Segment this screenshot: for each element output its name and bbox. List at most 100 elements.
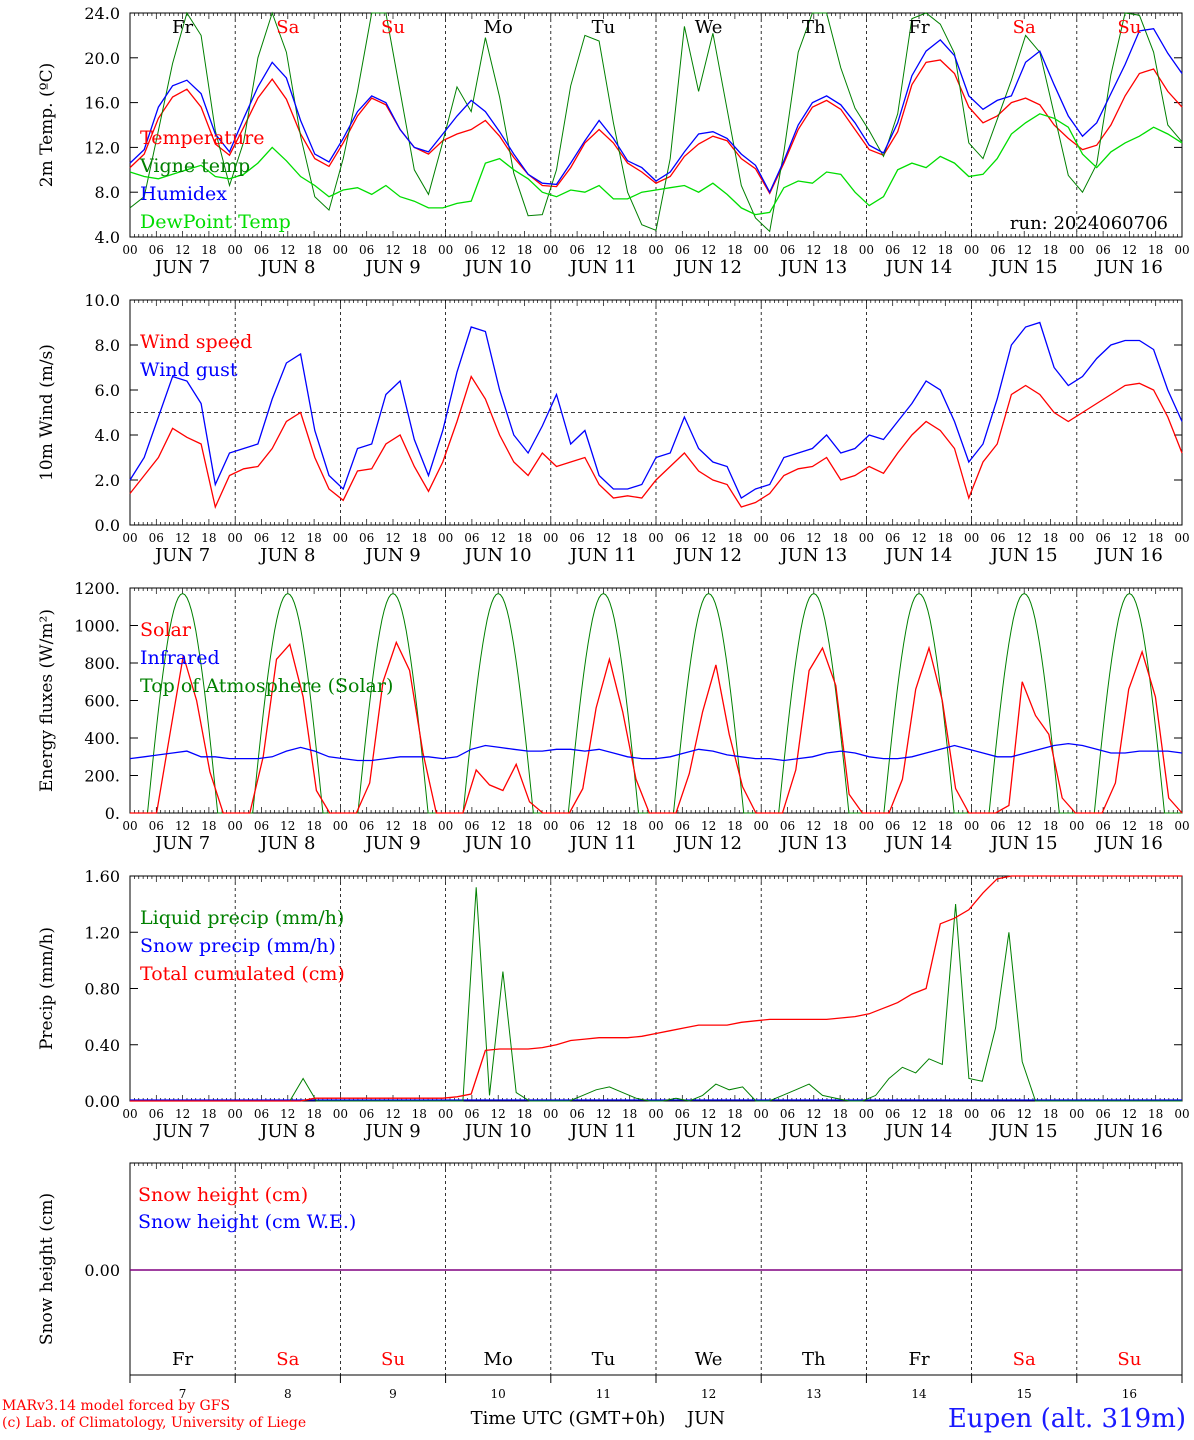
hour-tick-label: 12	[1017, 243, 1032, 257]
y-tick-label: 0.	[105, 804, 120, 823]
station-label: Eupen (alt. 319m)	[948, 1404, 1186, 1434]
hour-tick-label: 06	[569, 531, 584, 545]
hour-tick-label: 06	[254, 243, 269, 257]
hour-tick-label: 12	[911, 531, 926, 545]
hour-tick-label: 18	[412, 1107, 427, 1121]
hour-tick-label: 06	[359, 1107, 374, 1121]
hour-tick-label: 18	[622, 243, 637, 257]
hour-tick-label: 00	[1174, 531, 1189, 545]
hour-tick-label: 06	[149, 819, 164, 833]
hour-tick-label: 18	[201, 243, 216, 257]
hour-tick-label: 12	[806, 243, 821, 257]
hour-tick-label: 06	[359, 819, 374, 833]
weekday-label: Mo	[484, 1349, 513, 1370]
hour-tick-label: 00	[648, 819, 663, 833]
hour-tick-label: 00	[122, 1107, 137, 1121]
hour-tick-label: 06	[990, 243, 1005, 257]
hour-tick-label: 12	[385, 819, 400, 833]
hour-tick-label: 00	[333, 819, 348, 833]
hour-tick-label: 12	[911, 243, 926, 257]
hour-tick-label: 18	[517, 819, 532, 833]
hour-tick-label: 12	[491, 1107, 506, 1121]
weekday-label: Sa	[1013, 17, 1036, 38]
plot-frame-3	[129, 587, 1183, 814]
hour-tick-label: 12	[596, 243, 611, 257]
y-tick-label: 1.20	[84, 923, 120, 942]
day-tick-label: JUN 15	[989, 257, 1058, 278]
hour-tick-label: 06	[569, 1107, 584, 1121]
bottom-day-label: 8	[284, 1387, 292, 1401]
hour-tick-label: 06	[1095, 531, 1110, 545]
hour-tick-label: 06	[675, 243, 690, 257]
hour-tick-label: 18	[622, 1107, 637, 1121]
day-tick-label: JUN 7	[153, 257, 210, 278]
hour-tick-label: 00	[648, 1107, 663, 1121]
weekday-label: Fr	[908, 1349, 929, 1370]
hour-tick-label: 12	[175, 819, 190, 833]
weekday-label: Fr	[172, 17, 193, 38]
day-tick-label: JUN 15	[989, 1121, 1058, 1142]
hour-tick-label: 18	[412, 819, 427, 833]
hour-tick-label: 06	[675, 1107, 690, 1121]
day-tick-label: JUN 13	[778, 833, 847, 854]
hour-tick-label: 06	[1095, 1107, 1110, 1121]
hour-tick-label: 12	[280, 531, 295, 545]
hour-tick-label: 12	[1017, 819, 1032, 833]
legend-entry: Wind speed	[140, 331, 252, 353]
bottom-day-label: 9	[389, 1387, 397, 1401]
credit-line: (c) Lab. of Climatology, University of L…	[2, 1415, 307, 1431]
y-tick-label: 0.00	[84, 1092, 120, 1111]
day-tick-label: JUN 10	[463, 545, 532, 566]
weekday-label: Fr	[172, 1349, 193, 1370]
hour-tick-label: 06	[254, 819, 269, 833]
y-tick-label: 1200.	[74, 579, 120, 598]
hour-tick-label: 12	[911, 1107, 926, 1121]
hour-tick-label: 00	[333, 531, 348, 545]
hour-tick-label: 00	[122, 531, 137, 545]
hour-tick-label: 06	[464, 819, 479, 833]
weekday-label: Tu	[592, 1349, 616, 1370]
hour-tick-label: 12	[491, 531, 506, 545]
series-line-solar	[130, 640, 1183, 814]
hour-tick-label: 00	[228, 1107, 243, 1121]
hour-tick-label: 06	[1095, 243, 1110, 257]
hour-tick-label: 00	[1069, 531, 1084, 545]
station-name: Eupen (alt. 319m)	[947, 1404, 1186, 1434]
hour-tick-label: 18	[1043, 243, 1058, 257]
hour-tick-label: 00	[333, 1107, 348, 1121]
hour-tick-label: 12	[1122, 1107, 1137, 1121]
legend-entry: Snow precip (mm/h)	[140, 935, 336, 957]
bottom-day-label: 10	[491, 1387, 506, 1401]
legend-entry: DewPoint Temp	[140, 211, 291, 233]
day-tick-label: JUN 10	[463, 1121, 532, 1142]
day-tick-label: JUN 13	[778, 257, 847, 278]
hour-tick-label: 06	[359, 531, 374, 545]
y-axis-label: 10m Wind (m/s)	[37, 344, 57, 481]
hour-tick-label: 12	[1122, 243, 1137, 257]
hour-tick-label: 12	[385, 243, 400, 257]
hour-tick-label: 06	[780, 1107, 795, 1121]
series-line-liquid-precip-mm-h-	[130, 887, 1182, 1102]
hour-tick-label: 12	[385, 1107, 400, 1121]
hour-tick-label: 06	[780, 819, 795, 833]
day-tick-label: JUN 15	[989, 545, 1058, 566]
hour-tick-label: 00	[438, 1107, 453, 1121]
hour-tick-label: 12	[491, 243, 506, 257]
hour-tick-label: 00	[333, 243, 348, 257]
legend-entry: Humidex	[140, 183, 227, 205]
hour-tick-label: 06	[464, 1107, 479, 1121]
hour-tick-label: 18	[832, 819, 847, 833]
y-tick-label: 4.0	[95, 426, 120, 445]
hour-tick-label: 18	[517, 531, 532, 545]
y-axis-label: 2m Temp. (ºC)	[37, 63, 57, 188]
hour-tick-label: 18	[1148, 531, 1163, 545]
hour-tick-label: 00	[964, 243, 979, 257]
y-tick-label: 200.	[84, 767, 120, 786]
weekday-label: Fr	[908, 17, 929, 38]
series-line-humidex	[129, 27, 1183, 194]
hour-tick-label: 06	[885, 1107, 900, 1121]
weekday-label: Su	[381, 1349, 405, 1370]
day-tick-label: JUN 8	[258, 257, 315, 278]
hour-tick-label: 00	[1069, 819, 1084, 833]
weekday-label: Th	[802, 17, 826, 38]
